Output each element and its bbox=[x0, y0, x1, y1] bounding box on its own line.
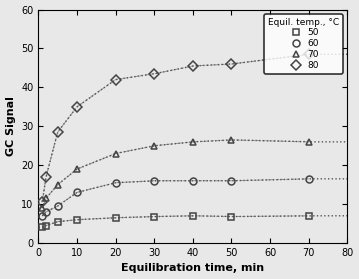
70 bbox=[152, 144, 157, 147]
70 bbox=[44, 197, 48, 200]
60 bbox=[113, 181, 118, 184]
60 bbox=[40, 214, 45, 217]
80 bbox=[40, 201, 45, 204]
80 bbox=[44, 175, 48, 179]
60 bbox=[307, 177, 311, 181]
70 bbox=[113, 152, 118, 155]
70 bbox=[307, 140, 311, 143]
60 bbox=[44, 210, 48, 213]
80 bbox=[113, 78, 118, 81]
Y-axis label: GC Signal: GC Signal bbox=[5, 96, 15, 156]
X-axis label: Equilibration time, min: Equilibration time, min bbox=[121, 263, 264, 273]
80 bbox=[229, 62, 234, 66]
60 bbox=[229, 179, 234, 182]
50 bbox=[75, 218, 79, 221]
Line: 50: 50 bbox=[39, 212, 312, 231]
Line: 80: 80 bbox=[39, 51, 312, 206]
80 bbox=[75, 105, 79, 109]
70 bbox=[229, 138, 234, 141]
80 bbox=[56, 131, 60, 134]
70 bbox=[56, 183, 60, 186]
60 bbox=[152, 179, 157, 182]
50 bbox=[229, 215, 234, 218]
60 bbox=[75, 191, 79, 194]
50 bbox=[40, 226, 45, 229]
60 bbox=[56, 205, 60, 208]
50 bbox=[113, 216, 118, 219]
50 bbox=[307, 214, 311, 217]
70 bbox=[191, 140, 195, 143]
70 bbox=[40, 206, 45, 210]
80 bbox=[191, 64, 195, 68]
Legend: 50, 60, 70, 80: 50, 60, 70, 80 bbox=[265, 14, 343, 73]
50 bbox=[191, 214, 195, 217]
Line: 60: 60 bbox=[39, 175, 312, 219]
Line: 70: 70 bbox=[39, 136, 312, 211]
50 bbox=[56, 220, 60, 223]
50 bbox=[44, 224, 48, 227]
80 bbox=[307, 53, 311, 56]
60 bbox=[191, 179, 195, 182]
80 bbox=[152, 72, 157, 75]
50 bbox=[152, 215, 157, 218]
70 bbox=[75, 167, 79, 171]
